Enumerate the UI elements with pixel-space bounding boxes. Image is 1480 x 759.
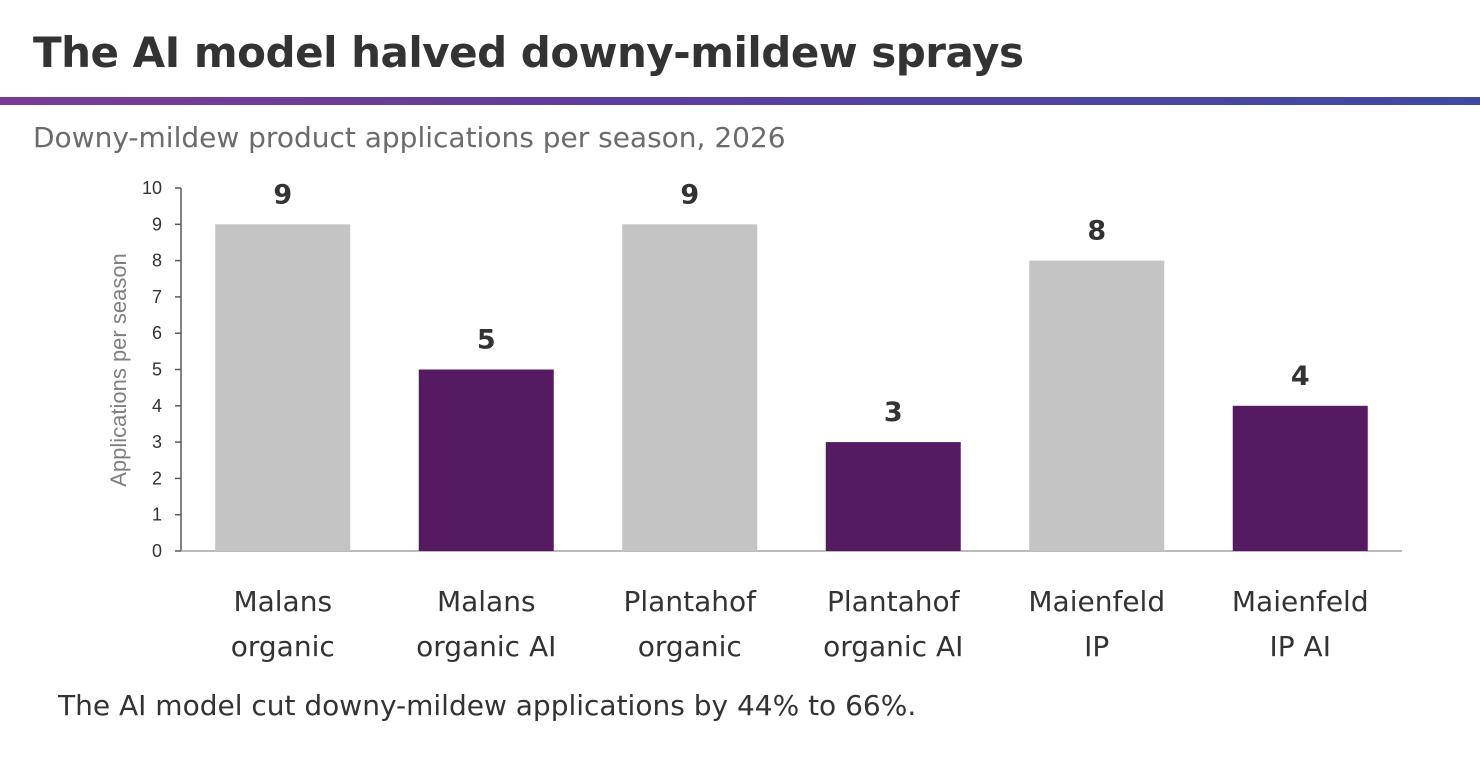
bar — [825, 442, 961, 551]
data-label: 4 — [1291, 361, 1310, 392]
y-tick-label: 8 — [152, 251, 162, 271]
title-divider — [0, 97, 1480, 105]
y-axis-title: Applications per season — [106, 253, 131, 487]
x-tick-label: organic — [638, 630, 742, 663]
bar — [215, 224, 351, 552]
data-label: 3 — [884, 397, 903, 428]
x-tick-label: organic AI — [823, 630, 963, 663]
data-label: 8 — [1087, 216, 1106, 247]
bar — [418, 369, 554, 551]
chart-footnote: The AI model cut downy-mildew applicatio… — [58, 689, 917, 722]
x-tick-label: Plantahof — [827, 585, 961, 618]
y-tick-label: 9 — [152, 214, 162, 234]
y-tick-label: 3 — [152, 432, 162, 452]
x-tick-label: IP AI — [1270, 630, 1331, 663]
x-tick-label: organic — [231, 630, 335, 663]
x-tick-label: Plantahof — [624, 585, 758, 618]
y-tick-label: 0 — [152, 541, 162, 561]
x-tick-label: Maienfeld — [1028, 585, 1165, 618]
x-tick-label: IP — [1084, 630, 1109, 663]
y-tick-label: 2 — [152, 468, 162, 488]
y-tick-label: 4 — [152, 396, 162, 416]
bar — [1029, 260, 1165, 551]
y-tick-label: 6 — [152, 323, 162, 343]
data-label: 5 — [477, 325, 496, 356]
data-label: 9 — [680, 179, 699, 210]
y-tick-label: 1 — [152, 505, 162, 525]
bar — [622, 224, 758, 552]
x-tick-label: Maienfeld — [1232, 585, 1369, 618]
chart-title: The AI model halved downy-mildew sprays — [33, 28, 1024, 77]
chart-subtitle: Downy-mildew product applications per se… — [33, 121, 786, 154]
x-tick-label: Malans — [437, 585, 536, 618]
y-tick-label: 10 — [142, 178, 162, 198]
bar — [1232, 405, 1368, 551]
x-tick-label: organic AI — [416, 630, 556, 663]
y-tick-label: 5 — [152, 360, 162, 380]
bar-chart: 0 1 2 3 4 5 6 7 8 9 10 Applications per season 9 Mala… — [106, 178, 1402, 663]
y-tick-label: 7 — [152, 287, 162, 307]
data-label: 9 — [273, 179, 292, 210]
x-tick-label: Malans — [233, 585, 332, 618]
